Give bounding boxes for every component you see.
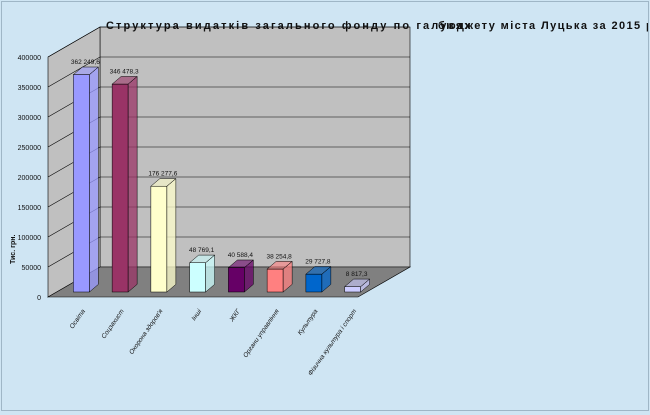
y-tick-label: 200000 — [18, 175, 41, 182]
data-label: 346 478,3 — [110, 68, 139, 75]
data-label: 40 588,4 — [228, 252, 254, 259]
bar-top — [111, 76, 138, 85]
bar-side — [166, 178, 177, 293]
bar-top — [188, 254, 216, 263]
x-tick-label: Освіта — [68, 307, 87, 330]
gridline — [47, 206, 410, 238]
data-label: 176 277,6 — [148, 171, 177, 178]
bar — [73, 74, 90, 293]
bar — [344, 286, 361, 293]
bar-side — [89, 66, 99, 293]
y-tick-label: 400000 — [18, 55, 41, 62]
y-tick-label: 300000 — [18, 115, 41, 122]
x-tick-labels: Освіта Соцзахист Охорона здоров'я Інші ЖКГ Ор… — [68, 307, 359, 377]
data-label: 362 249,6 — [71, 59, 100, 66]
bar-top — [150, 178, 177, 187]
chart-title-right: бюджету міста Луцька за 2015 рік — [438, 20, 648, 32]
bars — [72, 66, 371, 293]
bar — [111, 83, 129, 293]
bar — [150, 185, 168, 293]
data-label: 8 817,3 — [346, 271, 368, 278]
y-axis-label: Тис. грн. — [10, 234, 17, 264]
x-tick-label: Охорона здоров'я — [127, 307, 164, 356]
chart-title-left: Структура видатків загального фонду по г… — [106, 20, 473, 32]
data-label: 29 727,8 — [305, 259, 331, 266]
gridline — [47, 176, 410, 208]
x-tick-label: Соцзахист — [100, 308, 126, 340]
gridline — [47, 116, 410, 148]
bar — [189, 262, 206, 293]
gridlines — [47, 26, 410, 268]
x-tick-label: Інші — [190, 307, 204, 322]
bar — [266, 268, 284, 293]
data-labels: 362 249,6 346 478,3 176 277,6 48 769,1 40 58… — [71, 59, 368, 278]
x-tick-label: ЖКГ — [228, 308, 242, 324]
y-tick-label: 50000 — [22, 265, 42, 272]
x-tick-label: Органи управління — [241, 307, 281, 359]
y-tick-label: 250000 — [18, 145, 41, 152]
bar-top — [266, 261, 293, 270]
chart-svg: 0 50000 100000 150000 200000 250000 300000 3500… — [10, 20, 650, 377]
y-tick-labels: 0 50000 100000 150000 200000 250000 300000 3500… — [18, 55, 41, 302]
y-tick-label: 350000 — [18, 85, 41, 92]
bar-top — [343, 278, 371, 287]
gridline — [47, 146, 410, 178]
bar-top — [72, 66, 100, 75]
bar-side — [127, 75, 138, 293]
gridline — [47, 86, 410, 118]
bar-top — [227, 259, 255, 268]
gridline — [47, 26, 410, 58]
y-tick-label: 100000 — [18, 235, 41, 242]
data-label: 48 769,1 — [189, 247, 215, 254]
y-tick-label: 0 — [37, 295, 41, 302]
gridline — [47, 236, 410, 268]
data-label: 38 254,8 — [266, 253, 292, 260]
gridline — [47, 56, 410, 88]
bar-top — [305, 266, 332, 275]
bar — [305, 273, 323, 293]
x-tick-label: Культура — [297, 308, 320, 337]
y-tick-label: 150000 — [18, 205, 41, 212]
bar — [228, 267, 245, 293]
